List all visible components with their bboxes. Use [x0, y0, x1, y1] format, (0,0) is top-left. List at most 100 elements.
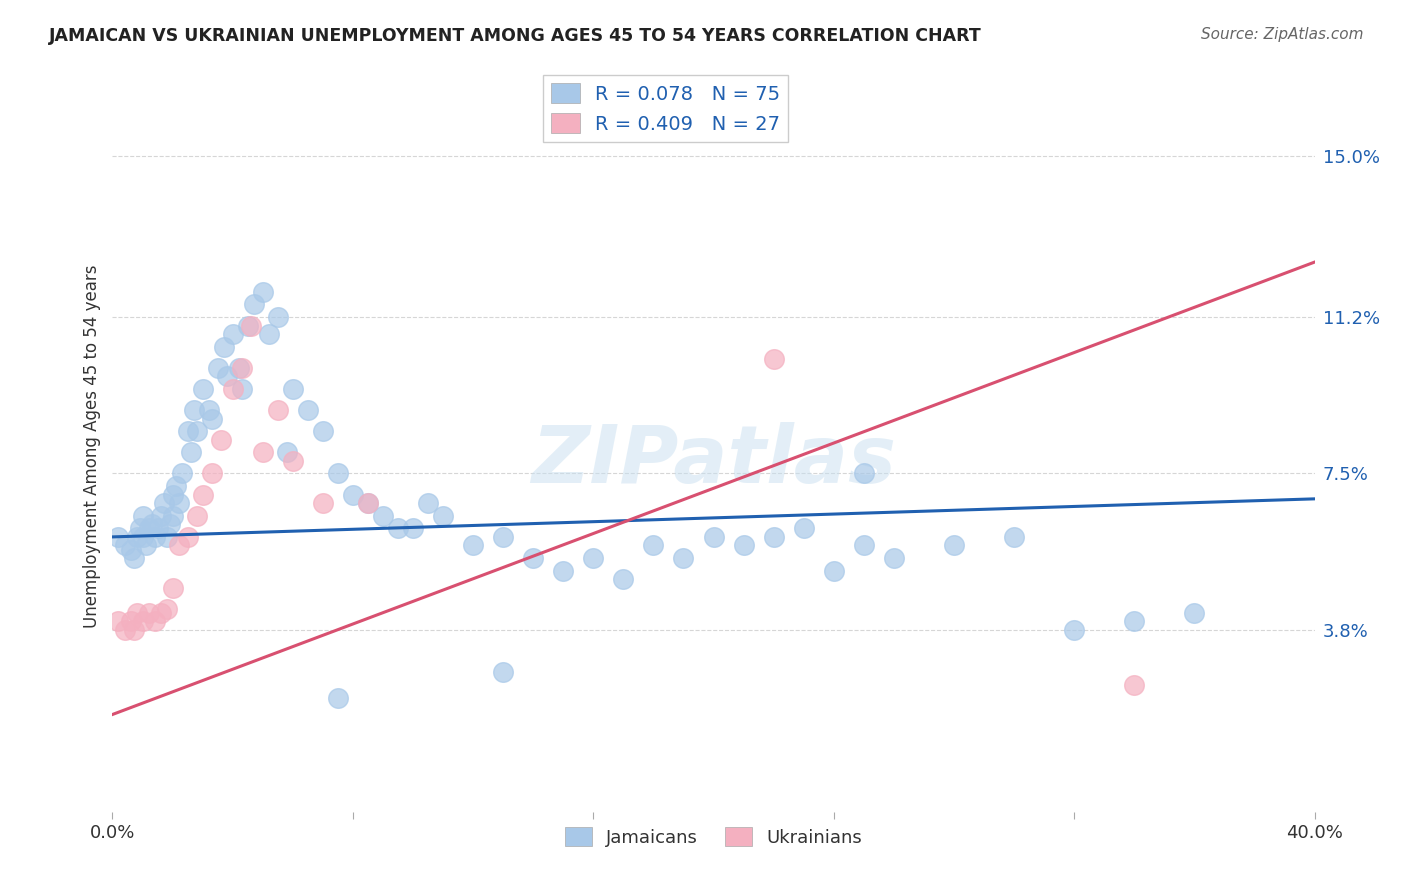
Point — [432, 508, 454, 523]
Point — [201, 411, 224, 425]
Point — [155, 530, 177, 544]
Point — [252, 285, 274, 299]
Point — [191, 382, 214, 396]
Y-axis label: Unemployment Among Ages 45 to 54 years: Unemployment Among Ages 45 to 54 years — [83, 264, 101, 628]
Point — [120, 615, 142, 629]
Point — [582, 551, 605, 566]
Point — [183, 403, 205, 417]
Point — [143, 615, 166, 629]
Point — [138, 521, 160, 535]
Point — [114, 623, 136, 637]
Point — [222, 382, 245, 396]
Point — [402, 521, 425, 535]
Point — [733, 538, 755, 552]
Point — [125, 606, 148, 620]
Point — [242, 297, 264, 311]
Point — [176, 530, 198, 544]
Point — [141, 517, 163, 532]
Point — [149, 606, 172, 620]
Point — [228, 360, 250, 375]
Point — [281, 382, 304, 396]
Point — [326, 467, 349, 481]
Point — [1123, 678, 1146, 692]
Point — [461, 538, 484, 552]
Point — [122, 551, 145, 566]
Point — [167, 496, 190, 510]
Point — [159, 517, 181, 532]
Point — [357, 496, 380, 510]
Point — [125, 530, 148, 544]
Point — [267, 403, 290, 417]
Point — [146, 521, 169, 535]
Point — [176, 424, 198, 438]
Point — [128, 521, 150, 535]
Point — [231, 360, 253, 375]
Legend: Jamaicans, Ukrainians: Jamaicans, Ukrainians — [557, 820, 870, 854]
Point — [762, 352, 785, 367]
Point — [165, 479, 187, 493]
Point — [149, 508, 172, 523]
Point — [186, 424, 208, 438]
Point — [492, 530, 515, 544]
Point — [231, 382, 253, 396]
Point — [281, 454, 304, 468]
Point — [371, 508, 394, 523]
Point — [643, 538, 665, 552]
Point — [1184, 606, 1206, 620]
Text: ZIPatlas: ZIPatlas — [531, 422, 896, 500]
Point — [267, 310, 290, 324]
Point — [1002, 530, 1025, 544]
Point — [252, 445, 274, 459]
Point — [222, 326, 245, 341]
Point — [201, 467, 224, 481]
Point — [131, 530, 153, 544]
Point — [120, 542, 142, 557]
Point — [702, 530, 725, 544]
Point — [342, 488, 364, 502]
Point — [553, 564, 575, 578]
Point — [852, 538, 875, 552]
Point — [209, 433, 232, 447]
Point — [186, 508, 208, 523]
Point — [416, 496, 439, 510]
Point — [143, 530, 166, 544]
Point — [793, 521, 815, 535]
Point — [162, 581, 184, 595]
Point — [191, 488, 214, 502]
Text: JAMAICAN VS UKRAINIAN UNEMPLOYMENT AMONG AGES 45 TO 54 YEARS CORRELATION CHART: JAMAICAN VS UKRAINIAN UNEMPLOYMENT AMONG… — [49, 27, 981, 45]
Point — [135, 538, 157, 552]
Point — [883, 551, 905, 566]
Point — [612, 572, 634, 586]
Point — [357, 496, 380, 510]
Point — [236, 318, 259, 333]
Point — [114, 538, 136, 552]
Point — [122, 623, 145, 637]
Point — [207, 360, 229, 375]
Point — [297, 403, 319, 417]
Point — [162, 488, 184, 502]
Point — [852, 467, 875, 481]
Point — [107, 615, 129, 629]
Point — [823, 564, 845, 578]
Point — [167, 538, 190, 552]
Point — [312, 496, 335, 510]
Point — [1063, 623, 1085, 637]
Point — [326, 690, 349, 705]
Point — [1123, 615, 1146, 629]
Point — [257, 326, 280, 341]
Point — [522, 551, 544, 566]
Point — [180, 445, 202, 459]
Point — [672, 551, 695, 566]
Point — [155, 601, 177, 615]
Point — [131, 615, 153, 629]
Point — [276, 445, 298, 459]
Point — [387, 521, 409, 535]
Point — [138, 606, 160, 620]
Point — [170, 467, 193, 481]
Point — [239, 318, 262, 333]
Point — [492, 665, 515, 680]
Point — [312, 424, 335, 438]
Point — [131, 508, 153, 523]
Point — [107, 530, 129, 544]
Point — [762, 530, 785, 544]
